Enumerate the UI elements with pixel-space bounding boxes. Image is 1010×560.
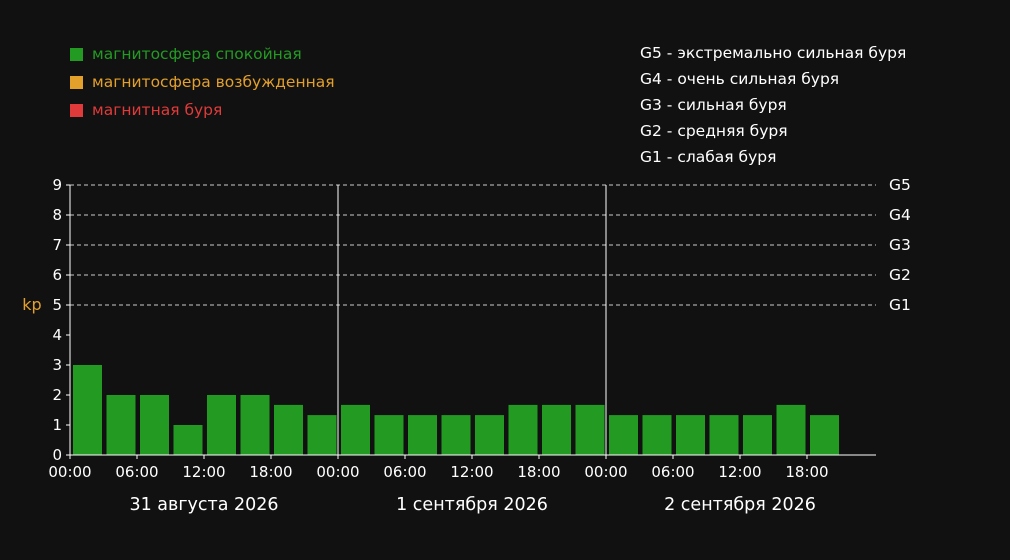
x-tick-label: 06:00 [383, 463, 426, 481]
g-level-label: G4 [889, 206, 911, 224]
y-tick-label: 3 [52, 356, 62, 374]
g-level-label: G5 [889, 176, 911, 194]
kp-bar [441, 415, 471, 455]
storm-level-label: G4 - очень сильная буря [640, 70, 839, 88]
g-level-label: G1 [889, 296, 911, 314]
g-level-label: G2 [889, 266, 911, 284]
kp-bar [106, 395, 136, 455]
x-tick-label: 06:00 [651, 463, 694, 481]
x-tick-label: 18:00 [785, 463, 828, 481]
kp-bar [743, 415, 772, 455]
kp-bar [475, 415, 504, 455]
chart-axes: 0 1 2 3 4 5 6 7 8 9 00:00 06:00 12:00 18:00 00:00 06:00… [48, 176, 876, 515]
legend-swatch [70, 76, 83, 89]
kp-bar [73, 365, 102, 455]
kp-bar [140, 395, 169, 455]
x-tick-label: 18:00 [517, 463, 560, 481]
kp-bar [274, 404, 303, 455]
kp-bar [609, 415, 638, 455]
kp-bar [642, 415, 672, 455]
x-tick-label: 06:00 [115, 463, 158, 481]
legend-label: магнитосфера возбужденная [92, 73, 335, 91]
y-tick-label: 6 [52, 266, 62, 284]
kp-bar [810, 415, 839, 455]
chart-bars [73, 365, 839, 455]
kp-bar [542, 404, 571, 455]
day-label: 31 августа 2026 [129, 495, 278, 515]
x-tick-label: 12:00 [182, 463, 225, 481]
day-label: 1 сентября 2026 [396, 495, 548, 515]
legend-label: магнитосфера спокойная [92, 45, 302, 63]
y-tick-label: 2 [52, 386, 62, 404]
kp-bar [207, 395, 236, 455]
x-tick-label: 12:00 [718, 463, 761, 481]
legend-swatch [70, 104, 83, 117]
kp-bar [776, 404, 806, 455]
x-tick-label: 18:00 [249, 463, 292, 481]
kp-bar [508, 404, 538, 455]
kp-bar [575, 404, 605, 455]
x-tick-label: 00:00 [48, 463, 91, 481]
y-tick-label: 8 [52, 206, 62, 224]
storm-level-legend: G5 - экстремально сильная буря G4 - очень… [640, 44, 906, 166]
legend-label: магнитная буря [92, 101, 222, 119]
y-tick-label: 9 [52, 176, 62, 194]
storm-level-label: G3 - сильная буря [640, 96, 787, 114]
activity-legend: магнитосфера спокойная магнитосфера возбу… [70, 45, 335, 119]
y-axis-label: kp [22, 295, 41, 314]
kp-bar [240, 395, 270, 455]
y-tick-label: 7 [52, 236, 62, 254]
storm-level-label: G2 - средняя буря [640, 122, 788, 140]
kp-bar [709, 415, 739, 455]
legend-swatch [70, 48, 83, 61]
y-tick-label: 0 [52, 446, 62, 464]
kp-bar [173, 425, 203, 455]
storm-level-label: G5 - экстремально сильная буря [640, 44, 906, 62]
y-tick-label: 5 [52, 296, 62, 314]
kp-bar [374, 415, 404, 455]
chart-grid: G5 G4 G3 G2 G1 [70, 176, 911, 314]
day-label: 2 сентября 2026 [664, 495, 816, 515]
y-tick-label: 4 [52, 326, 62, 344]
kp-bar [408, 415, 437, 455]
kp-bar [341, 404, 370, 455]
x-tick-label: 00:00 [584, 463, 627, 481]
x-tick-label: 00:00 [316, 463, 359, 481]
x-tick-label: 12:00 [450, 463, 493, 481]
storm-level-label: G1 - слабая буря [640, 148, 776, 166]
g-level-label: G3 [889, 236, 911, 254]
y-tick-label: 1 [52, 416, 62, 434]
kp-bar [307, 415, 337, 455]
kp-bar [676, 415, 705, 455]
